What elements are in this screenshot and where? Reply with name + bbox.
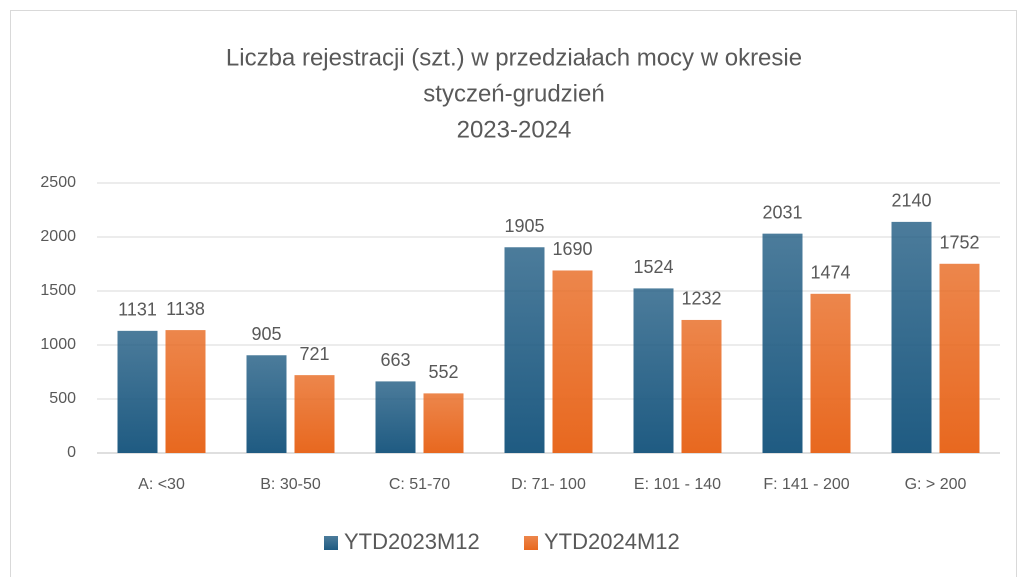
x-tick-label: A: <30 [138,476,185,493]
data-label: 1131 [118,300,157,320]
bar [117,330,158,453]
legend-swatch [524,536,538,550]
y-tick-label: 500 [49,390,76,407]
data-label: 2031 [762,202,802,222]
bar [375,381,416,453]
bar [246,355,287,453]
data-label: 663 [380,350,410,370]
y-tick-label: 2000 [40,228,76,245]
x-tick-label: B: 30-50 [260,476,321,493]
data-label: 1138 [166,299,205,319]
data-label: 1690 [552,239,592,259]
chart-title: 2023-2024 [457,116,572,143]
data-label: 905 [251,324,281,344]
data-label: 1752 [939,233,979,253]
y-tick-label: 0 [67,444,76,461]
bar [891,221,932,453]
x-tick-label: C: 51-70 [389,476,450,493]
data-label: 1232 [681,289,721,309]
data-label: 1905 [504,216,544,236]
data-label: 1524 [633,257,673,277]
x-tick-label: D: 71- 100 [511,476,586,493]
bar [294,375,335,453]
y-tick-label: 1000 [40,336,76,353]
legend-label: YTD2023M12 [344,529,480,554]
data-label: 721 [299,344,329,364]
bar [423,393,464,453]
x-tick-label: E: 101 - 140 [634,476,721,493]
bar [939,263,980,453]
y-tick-label: 1500 [40,282,76,299]
bar [165,330,206,453]
chart-title: Liczba rejestracji (szt.) w przedziałach… [226,44,802,71]
bar [552,270,593,453]
bar [504,247,545,453]
bar [633,288,674,453]
data-label: 2140 [891,191,931,211]
bar [681,319,722,453]
chart-title: styczeń-grudzień [423,80,604,107]
legend-swatch [324,536,338,550]
x-tick-label: F: 141 - 200 [763,476,849,493]
legend-label: YTD2024M12 [544,529,680,554]
x-tick-label: G: > 200 [905,476,967,493]
data-label: 1474 [810,263,850,283]
data-label: 552 [428,362,458,382]
bar [762,233,803,453]
bar [810,293,851,453]
y-tick-label: 2500 [40,174,76,191]
